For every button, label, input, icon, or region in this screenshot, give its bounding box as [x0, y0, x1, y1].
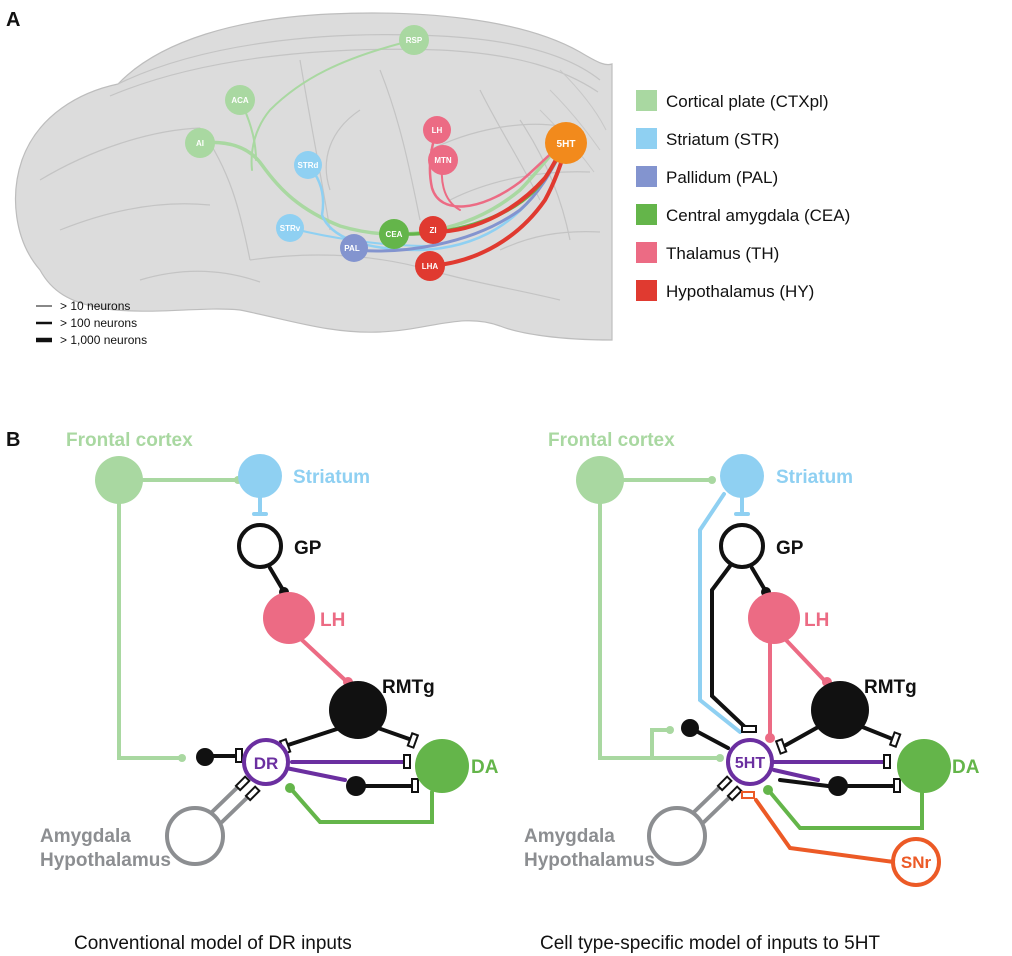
node-lh	[263, 592, 315, 644]
label-rmtg: RMTg	[382, 677, 435, 698]
label-frontal-cortex: Frontal cortex	[66, 430, 193, 451]
region-node-rsp: RSP	[399, 25, 429, 55]
legend-label-str: Striatum (STR)	[666, 130, 779, 149]
region-node-aca: ACA	[225, 85, 255, 115]
node-gp	[719, 523, 765, 569]
node-rmtg	[811, 681, 869, 739]
diagram-conventional: Frontal cortex Striatum GP LH RMTg DR DA…	[40, 430, 499, 954]
panel-a: A	[6, 9, 850, 347]
label-dr: DR	[254, 754, 279, 773]
panel-a-letter: A	[6, 9, 20, 31]
region-label-strd: STRd	[298, 161, 319, 170]
region-node-ai: AI	[185, 128, 215, 158]
caption-cell-type-specific: Cell type-specific model of inputs to 5H…	[540, 933, 880, 954]
legend-label-th: Thalamus (TH)	[666, 244, 779, 263]
region-node-cea: CEA	[379, 219, 409, 249]
node-amygdala-hypothalamus	[165, 806, 225, 866]
node-frontal-cortex	[576, 456, 624, 504]
node-striatum	[238, 454, 282, 498]
label-striatum: Striatum	[293, 467, 370, 488]
node-da	[897, 739, 951, 793]
region-label-strv: STRv	[280, 224, 301, 233]
region-label-lh: LH	[432, 126, 443, 135]
node-frontal-cortex	[95, 456, 143, 504]
legend-swatch-ctxpl	[636, 90, 657, 111]
region-label-pal: PAL	[344, 244, 360, 253]
node-snr	[891, 837, 941, 887]
label-5ht: 5HT	[735, 755, 765, 772]
label-striatum: Striatum	[776, 467, 853, 488]
node-rmtg	[329, 681, 387, 739]
region-label-cea: CEA	[386, 230, 403, 239]
label-frontal-cortex: Frontal cortex	[548, 430, 675, 451]
region-label-lha: LHA	[422, 262, 439, 271]
scale-label-1000: > 1,000 neurons	[60, 333, 147, 347]
region-label-5ht: 5HT	[557, 139, 576, 150]
region-label-aca: ACA	[231, 96, 249, 105]
region-node-lh: LH	[423, 116, 451, 144]
panel-b-letter: B	[6, 429, 20, 451]
legend-label-hy: Hypothalamus (HY)	[666, 282, 814, 301]
legend: Cortical plate (CTXpl) Striatum (STR) Pa…	[636, 90, 850, 301]
legend-swatch-hy	[636, 280, 657, 301]
legend-swatch-th	[636, 242, 657, 263]
legend-label-cea: Central amygdala (CEA)	[666, 206, 850, 225]
region-label-ai: AI	[196, 139, 204, 148]
region-label-zi: ZI	[429, 226, 436, 235]
region-node-5ht: 5HT	[545, 122, 587, 164]
legend-label-pal: Pallidum (PAL)	[666, 168, 778, 187]
label-lh: LH	[804, 610, 829, 631]
label-snr: SNr	[901, 853, 932, 872]
region-node-strv: STRv	[276, 214, 304, 242]
label-amygdala: Amygdala	[40, 826, 131, 847]
label-hypothalamus: Hypothalamus	[40, 850, 171, 871]
region-node-lha: LHA	[415, 251, 445, 281]
label-rmtg: RMTg	[864, 677, 917, 698]
node-5ht	[726, 738, 774, 786]
node-striatum	[720, 454, 764, 498]
label-lh: LH	[320, 610, 345, 631]
label-gp: GP	[776, 538, 804, 559]
region-node-mtn: MTN	[428, 145, 458, 175]
panel-b: B	[6, 429, 980, 954]
legend-swatch-cea	[636, 204, 657, 225]
label-da: DA	[952, 757, 980, 778]
label-hypothalamus: Hypothalamus	[524, 850, 655, 871]
region-node-strd: STRd	[294, 151, 322, 179]
node-local-inhibitory-2	[828, 776, 848, 796]
label-amygdala: Amygdala	[524, 826, 615, 847]
caption-conventional: Conventional model of DR inputs	[74, 933, 352, 954]
node-amygdala-hypothalamus	[647, 806, 707, 866]
legend-label-ctxpl: Cortical plate (CTXpl)	[666, 92, 829, 111]
region-label-rsp: RSP	[406, 36, 423, 45]
label-da: DA	[471, 757, 499, 778]
node-local-inhibitory	[196, 748, 214, 766]
scale-label-10: > 10 neurons	[60, 299, 130, 313]
legend-swatch-pal	[636, 166, 657, 187]
neuron-scale: > 10 neurons > 100 neurons > 1,000 neuro…	[36, 299, 147, 347]
node-da	[415, 739, 469, 793]
node-local-inhibitory-2	[346, 776, 366, 796]
legend-swatch-str	[636, 128, 657, 149]
diagram-cell-type-specific: Frontal cortex Striatum GP LH RMTg 5HT D…	[524, 430, 980, 954]
region-node-zi: ZI	[419, 216, 447, 244]
label-gp: GP	[294, 538, 322, 559]
scale-label-100: > 100 neurons	[60, 316, 137, 330]
node-lh	[748, 592, 800, 644]
node-local-inhibitory	[681, 719, 699, 737]
node-dr	[242, 738, 290, 786]
region-node-pal: PAL	[340, 234, 368, 262]
node-gp	[237, 523, 283, 569]
region-label-mtn: MTN	[434, 156, 452, 165]
